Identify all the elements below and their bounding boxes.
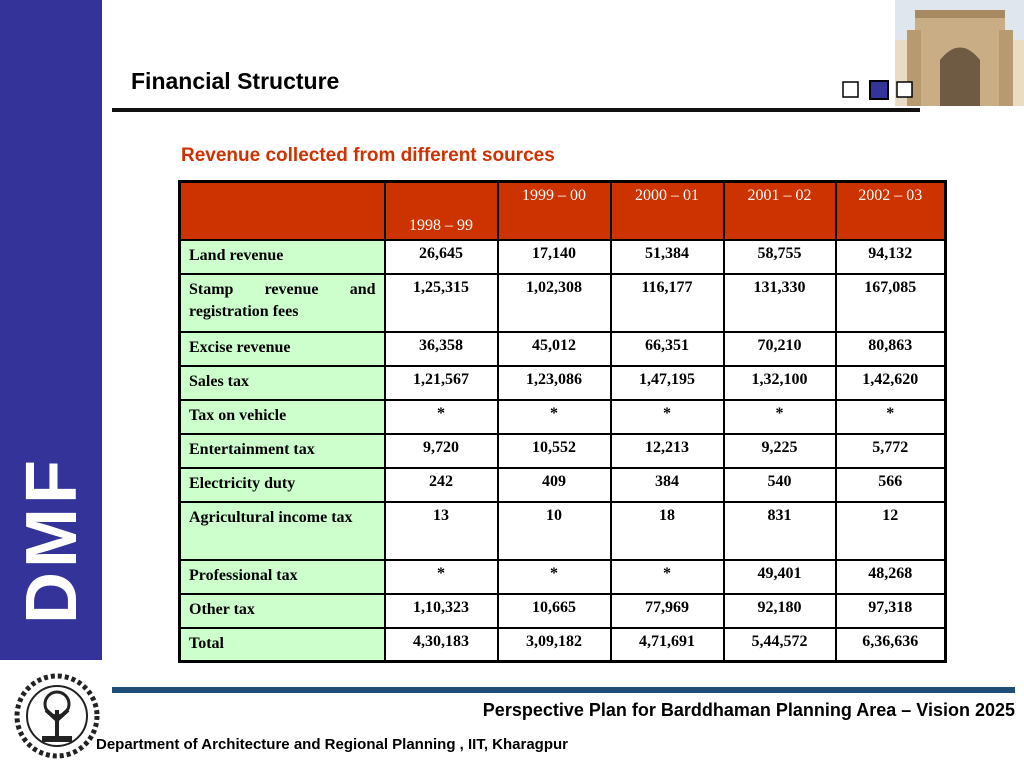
cell-value: 1,25,315: [383, 272, 499, 333]
cell-value: 10,552: [496, 432, 612, 469]
row-label: Stamp revenue and registration fees: [178, 272, 386, 333]
cell-value: 18: [609, 500, 725, 561]
table-row: Agricultural income tax 13 10 18 831 12: [178, 500, 947, 561]
cell-value: 13: [383, 500, 499, 561]
cell-value: 1,21,567: [383, 364, 499, 401]
column-header: 2000 – 01: [609, 180, 725, 241]
cell-value: 409: [496, 466, 612, 503]
footer-rule: [112, 687, 1015, 693]
slide-title: Financial Structure: [131, 68, 340, 94]
cell-value: 9,720: [383, 432, 499, 469]
cell-value: 92,180: [722, 592, 837, 629]
cell-value: *: [609, 398, 725, 435]
cell-value: 12: [834, 500, 947, 561]
cell-value: 1,32,100: [722, 364, 837, 401]
footer-department: Department of Architecture and Regional …: [96, 736, 569, 753]
side-bar: [0, 0, 102, 660]
row-label: Electricity duty: [178, 466, 386, 503]
cell-value: 77,969: [609, 592, 725, 629]
cell-value: 10: [496, 500, 612, 561]
building-photo: [895, 0, 1024, 106]
cell-value: 131,330: [722, 272, 837, 333]
cell-value: 4,71,691: [609, 626, 725, 663]
column-header: 1998 – 99: [383, 180, 499, 241]
row-label: Total: [178, 626, 386, 663]
cell-value: 4,30,183: [383, 626, 499, 663]
decor-squares: [842, 80, 913, 100]
table-row: Stamp revenue and registration fees 1,25,…: [178, 272, 947, 333]
cell-value: *: [722, 398, 837, 435]
cell-value: 384: [609, 466, 725, 503]
cell-value: 12,213: [609, 432, 725, 469]
cell-value: 48,268: [834, 558, 947, 595]
cell-value: 5,44,572: [722, 626, 837, 663]
cell-value: 97,318: [834, 592, 947, 629]
row-label: Professional tax: [178, 558, 386, 595]
cell-value: 51,384: [609, 238, 725, 275]
cell-value: 9,225: [722, 432, 837, 469]
column-header: 1999 – 00: [496, 180, 612, 241]
subtitle: Revenue collected from different sources: [181, 145, 555, 166]
row-label: Sales tax: [178, 364, 386, 401]
cell-value: 1,23,086: [496, 364, 612, 401]
cell-value: 5,772: [834, 432, 947, 469]
side-label: DMF: [12, 456, 92, 624]
cell-value: 116,177: [609, 272, 725, 333]
cell-value: *: [383, 558, 499, 595]
footer-plan: Perspective Plan for Barddhaman Planning…: [482, 700, 1015, 720]
table-row: Excise revenue 36,358 45,012 66,351 70,210 80…: [178, 330, 947, 367]
table-row: Professional tax * * * 49,401 48,268: [178, 558, 947, 595]
cell-value: 1,47,195: [609, 364, 725, 401]
header-row: 1998 – 99 1999 – 00 2000 – 01 2001 – 02 2002…: [178, 180, 947, 241]
cell-value: 49,401: [722, 558, 837, 595]
table-row: Sales tax 1,21,567 1,23,086 1,47,195 1,32,10…: [178, 364, 947, 401]
cell-value: 1,02,308: [496, 272, 612, 333]
cell-value: 80,863: [834, 330, 947, 367]
cell-value: 26,645: [383, 238, 499, 275]
cell-value: 540: [722, 466, 837, 503]
table-row: Electricity duty 242 409 384 540 566: [178, 466, 947, 503]
title-rule: [112, 108, 920, 112]
corner-cell: [178, 180, 386, 241]
cell-value: 17,140: [496, 238, 612, 275]
row-label: Land revenue: [178, 238, 386, 275]
cell-value: *: [609, 558, 725, 595]
cell-value: *: [383, 398, 499, 435]
column-header: 2002 – 03: [834, 180, 947, 241]
cell-value: 94,132: [834, 238, 947, 275]
table-row: Total 4,30,183 3,09,182 4,71,691 5,44,572 6,3…: [178, 626, 947, 663]
table-row: Tax on vehicle * * * * *: [178, 398, 947, 435]
cell-value: *: [496, 398, 612, 435]
cell-value: *: [834, 398, 947, 435]
cell-value: 566: [834, 466, 947, 503]
cell-value: 6,36,636: [834, 626, 947, 663]
cell-value: 45,012: [496, 330, 612, 367]
cell-value: *: [496, 558, 612, 595]
cell-value: 167,085: [834, 272, 947, 333]
row-label: Agricultural income tax: [178, 500, 386, 561]
cell-value: 70,210: [722, 330, 837, 367]
cell-value: 66,351: [609, 330, 725, 367]
row-label: Entertainment tax: [178, 432, 386, 469]
cell-value: 1,42,620: [834, 364, 947, 401]
table-row: Entertainment tax 9,720 10,552 12,213 9,225 5…: [178, 432, 947, 469]
revenue-table: 1998 – 99 1999 – 00 2000 – 01 2001 – 02 2002…: [178, 180, 947, 663]
table-row: Land revenue 26,645 17,140 51,384 58,755 94,1…: [178, 238, 947, 275]
cell-value: 1,10,323: [383, 592, 499, 629]
cell-value: 10,665: [496, 592, 612, 629]
cell-value: 3,09,182: [496, 626, 612, 663]
row-label: Tax on vehicle: [178, 398, 386, 435]
logo: [14, 673, 100, 759]
cell-value: 831: [722, 500, 837, 561]
cell-value: 58,755: [722, 238, 837, 275]
table-row: Other tax 1,10,323 10,665 77,969 92,180 97,31…: [178, 592, 947, 629]
column-header: 2001 – 02: [722, 180, 837, 241]
row-label: Other tax: [178, 592, 386, 629]
row-label: Excise revenue: [178, 330, 386, 367]
cell-value: 36,358: [383, 330, 499, 367]
cell-value: 242: [383, 466, 499, 503]
